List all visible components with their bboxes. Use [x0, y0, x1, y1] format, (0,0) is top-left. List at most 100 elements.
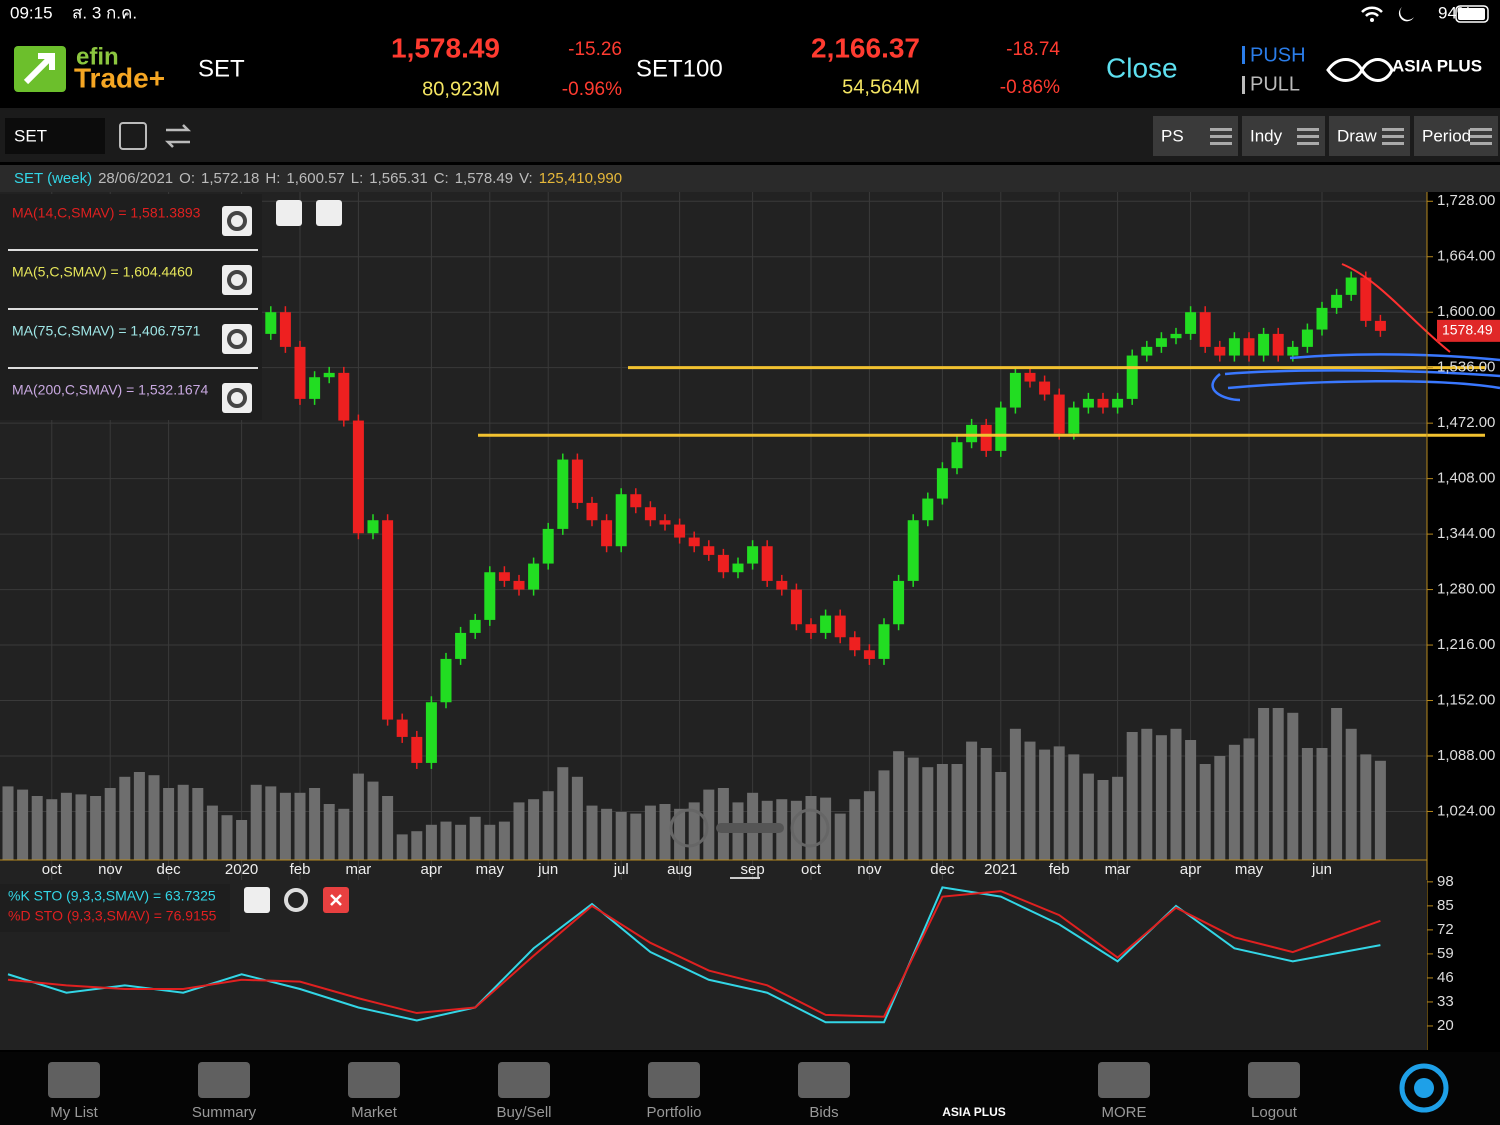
zoom-out[interactable] — [669, 808, 709, 848]
volume-bar — [498, 821, 510, 860]
candle — [338, 372, 350, 421]
volume-bar — [805, 796, 817, 860]
volume-bar — [31, 796, 43, 860]
candle — [1082, 398, 1094, 408]
stoch-k-label: %K STO (9,3,3,SMAV) = 63.7325 — [8, 888, 216, 904]
app-button-core — [1414, 1078, 1434, 1098]
price-tag — [1437, 319, 1500, 342]
info-text: O: — [179, 170, 195, 187]
calendar-icon[interactable] — [119, 122, 147, 150]
candle — [951, 442, 963, 469]
tab-icon[interactable] — [48, 1062, 100, 1098]
index-change: -18.74 — [1006, 39, 1060, 60]
volume-bar — [236, 820, 248, 860]
toolbar-button-label: Indy — [1250, 126, 1283, 145]
menu-icon — [1210, 128, 1232, 131]
stoch-d-label: %D STO (9,3,3,SMAV) = 76.9155 — [8, 908, 217, 924]
volume-bar — [411, 831, 423, 860]
indicator-label: MA(5,C,SMAV) = 1,604.4460 — [12, 264, 193, 280]
indicator-panel — [0, 194, 262, 420]
volume-bar — [119, 776, 131, 860]
tab-icon[interactable] — [1248, 1062, 1300, 1098]
candle — [440, 658, 452, 703]
tab-icon[interactable] — [648, 1062, 700, 1098]
info-text: 125,410,990 — [539, 170, 622, 187]
broker-logo — [1326, 58, 1394, 82]
info-text: 28/06/2021 — [98, 170, 173, 187]
down-button[interactable] — [316, 200, 342, 226]
volume-bar — [60, 792, 72, 860]
volume-bar — [469, 816, 481, 860]
candle — [1199, 312, 1211, 347]
candle — [893, 580, 905, 625]
volume-bar — [90, 796, 102, 860]
candle — [1039, 381, 1051, 395]
candle — [557, 459, 569, 529]
x-tick-label: jun — [1311, 861, 1332, 878]
candle — [1301, 329, 1313, 347]
tab-label: My List — [50, 1104, 98, 1121]
tab-icon[interactable] — [798, 1062, 850, 1098]
index-name[interactable]: SET100 — [636, 55, 723, 82]
volume-bar — [2, 786, 14, 860]
time-axis: oct nov dec 2020 feb mar apr may jun jul aug sep oct… — [42, 861, 1332, 878]
symbol-input[interactable] — [5, 118, 105, 154]
tab-label: Buy/Sell — [496, 1104, 551, 1121]
refresh-icon[interactable] — [164, 124, 192, 148]
y-tick-label: 1,024.00 — [1437, 802, 1495, 819]
volume-bar — [1024, 741, 1036, 860]
index-name[interactable]: SET — [198, 55, 245, 82]
x-tick-label: 2020 — [225, 861, 258, 878]
x-tick-label: nov — [98, 861, 123, 878]
expand-button[interactable] — [276, 200, 302, 226]
indicator-label: MA(14,C,SMAV) = 1,581.3893 — [12, 205, 201, 221]
x-tick-label: sep — [741, 861, 765, 878]
candle — [1126, 355, 1138, 399]
x-tick-label: nov — [857, 861, 882, 878]
volume-bar — [1360, 754, 1372, 860]
menu-icon — [1297, 128, 1319, 131]
up-button[interactable] — [244, 887, 270, 913]
settings-button[interactable] — [222, 324, 252, 354]
candle — [1053, 394, 1065, 434]
zoom-in[interactable] — [790, 808, 830, 848]
y-tick-label: 20 — [1437, 1017, 1454, 1034]
candle — [761, 546, 773, 581]
volume-bar — [1331, 708, 1343, 860]
volume-bar — [893, 751, 905, 860]
candle — [513, 580, 525, 590]
tab-icon[interactable] — [498, 1062, 550, 1098]
settings-button[interactable] — [222, 383, 252, 413]
push-label[interactable]: PUSH — [1250, 44, 1306, 66]
pull-label[interactable]: PULL — [1250, 73, 1300, 95]
zoom-slider[interactable] — [716, 823, 784, 833]
settings-button[interactable] — [222, 206, 252, 236]
candle — [1214, 346, 1226, 356]
volume-bar — [513, 802, 525, 860]
settings-button[interactable] — [284, 888, 308, 912]
volume-bar — [528, 799, 540, 860]
candle — [455, 632, 467, 659]
candle — [1068, 407, 1080, 434]
volume-bar — [688, 802, 700, 860]
volume-bar — [221, 815, 233, 860]
settings-button[interactable] — [222, 265, 252, 295]
tab-icon[interactable] — [1098, 1062, 1150, 1098]
volume-bar — [1243, 738, 1255, 860]
y-tick-label: 1,536.00 — [1437, 359, 1495, 376]
volume-bar — [863, 791, 875, 860]
volume-bar — [1097, 780, 1109, 860]
tab-icon[interactable] — [348, 1062, 400, 1098]
candle — [688, 537, 700, 547]
index-value: 80,923M — [422, 78, 500, 100]
info-bar — [0, 165, 1500, 192]
stochastic-line — [7, 886, 1381, 1024]
x-tick-label: mar — [1105, 861, 1131, 878]
volume-bar — [1082, 773, 1094, 860]
drawn-lines — [478, 366, 1485, 437]
tab-icon[interactable] — [198, 1062, 250, 1098]
candle — [717, 554, 729, 573]
app-button[interactable] — [1399, 1063, 1449, 1113]
info-text: V: — [519, 170, 533, 187]
volume-bar — [1199, 764, 1211, 860]
